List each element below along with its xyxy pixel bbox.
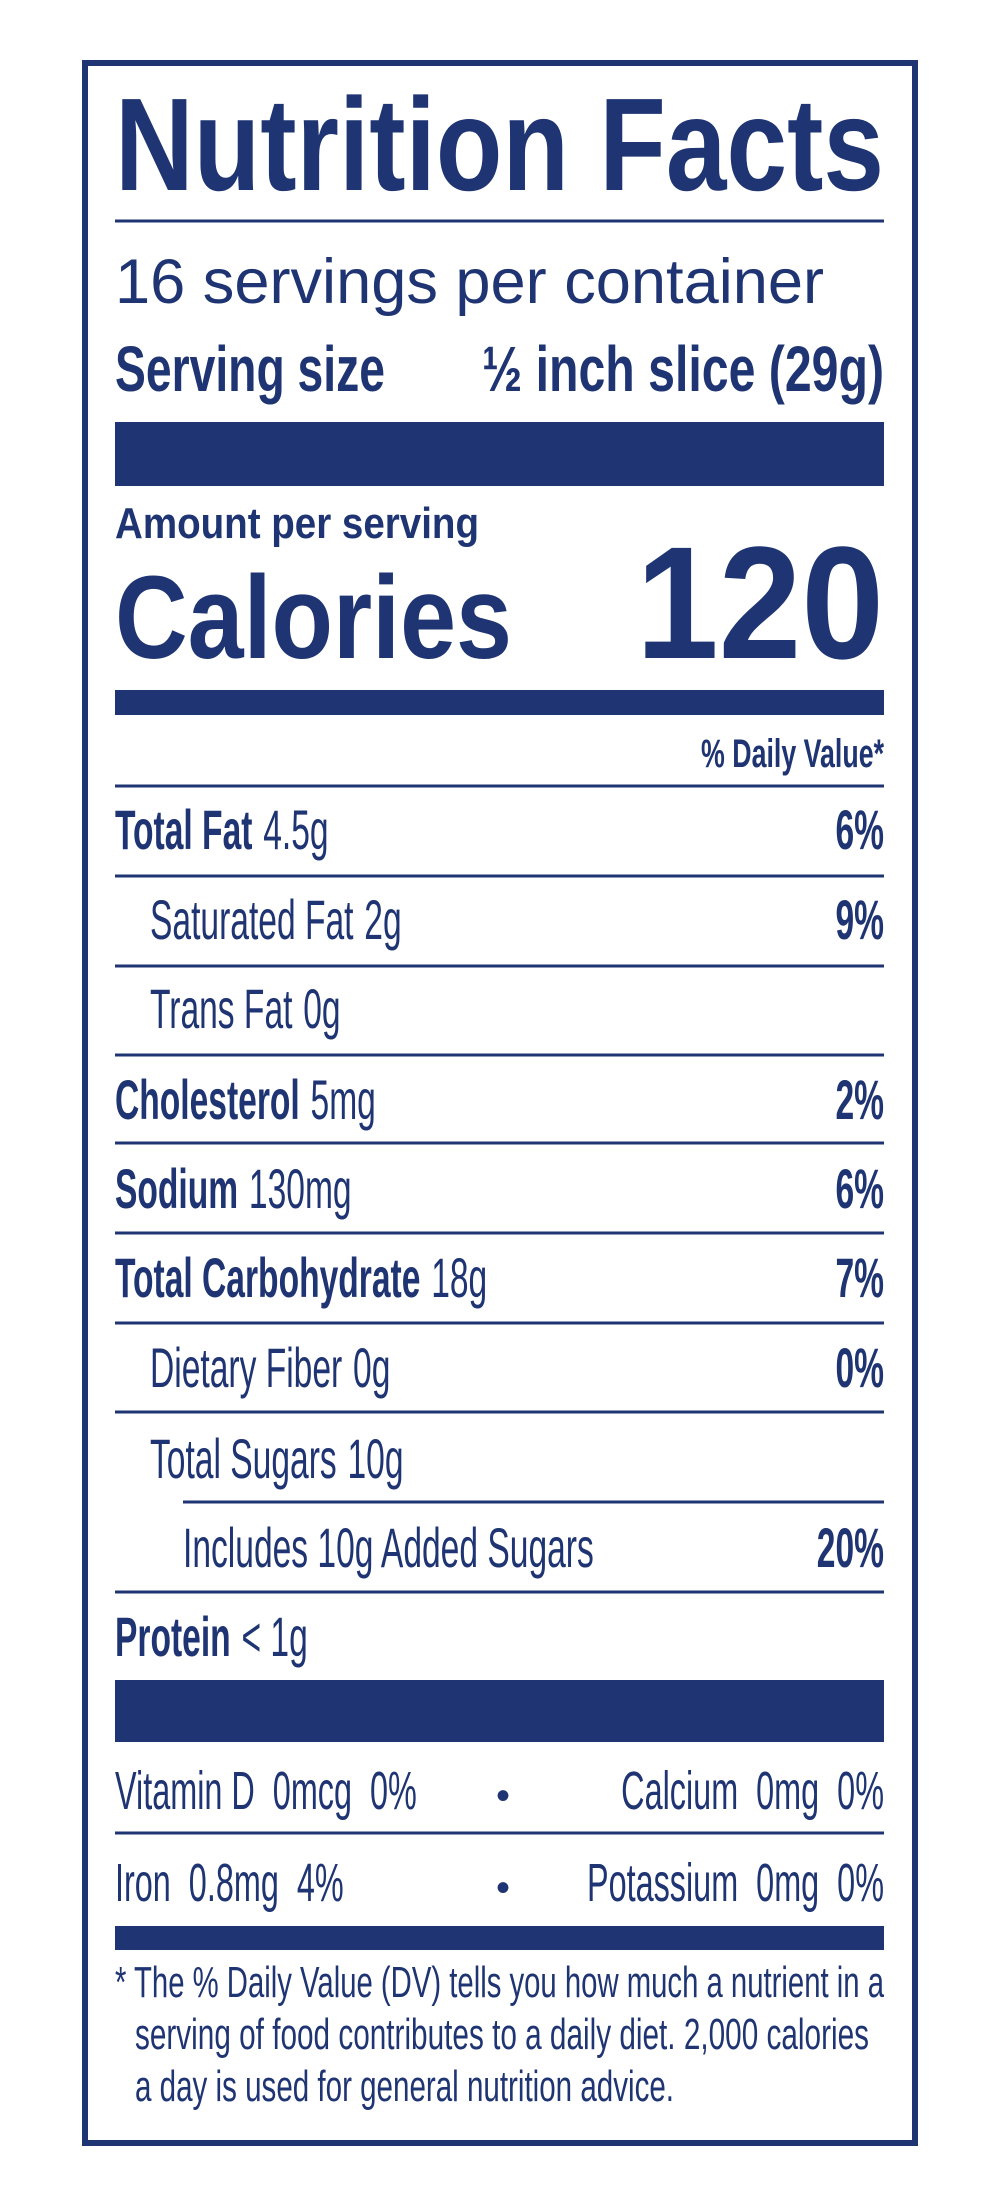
nutrient-amount: 2g	[364, 888, 401, 951]
nutrient-name: Total Carbohydrate	[115, 1246, 420, 1309]
nutrient-row: Total Carbohydrate 18g	[115, 1246, 487, 1309]
nutrient-amount: 5mg	[311, 1068, 376, 1131]
nutrient-name: Total Fat	[115, 798, 252, 861]
daily-value: 6%	[835, 798, 884, 861]
daily-value: 6%	[835, 1157, 884, 1220]
nutrient-name: Trans Fat	[150, 977, 293, 1040]
nutrient-row: Protein < 1g	[115, 1605, 308, 1668]
nutrient-row: Total Fat 4.5g	[115, 798, 329, 861]
thick-bar	[115, 1680, 884, 1742]
thick-bar	[115, 1926, 884, 1950]
nutrient-row: Saturated Fat 2g	[150, 888, 402, 951]
thick-bar	[115, 690, 884, 715]
nutrient-amount: 18g	[431, 1246, 487, 1309]
daily-value: 2%	[835, 1068, 884, 1131]
nutrient-row: Sodium 130mg	[115, 1157, 352, 1220]
vitamin-right: Calcium 0mg 0%	[621, 1762, 884, 1821]
bullet: •	[496, 1774, 510, 1818]
nutrient-name: Cholesterol	[115, 1068, 300, 1131]
title: Nutrition Facts	[115, 71, 884, 218]
nutrient-row: Includes 10g Added Sugars	[183, 1516, 594, 1579]
nutrient-name: Total Sugars	[150, 1427, 337, 1490]
nutrient-amount: 0g	[353, 1336, 390, 1399]
footnote-line: a day is used for general nutrition advi…	[135, 2062, 674, 2111]
calories-label: Calories	[115, 552, 512, 684]
nutrient-name: Sodium	[115, 1157, 238, 1220]
nutrient-amount: 10g	[347, 1427, 403, 1490]
nutrient-amount: 0g	[303, 977, 340, 1040]
nutrient-amount: 130mg	[249, 1157, 352, 1220]
daily-value-header: % Daily Value*	[701, 732, 884, 776]
nutrient-name: Includes 10g Added Sugars	[183, 1516, 594, 1579]
nutrient-amount: 4.5g	[263, 798, 328, 861]
nutrient-amount: < 1g	[242, 1605, 308, 1668]
amount-per-serving: Amount per serving	[115, 499, 479, 548]
nutrient-row: Cholesterol 5mg	[115, 1068, 376, 1131]
footnote-line: * The % Daily Value (DV) tells you how m…	[115, 1958, 884, 2007]
daily-value: 20%	[817, 1516, 884, 1579]
serving-size-label: Serving size	[115, 333, 385, 405]
bullet: •	[496, 1866, 510, 1910]
label-border	[82, 60, 918, 2146]
nutrient-name: Dietary Fiber	[150, 1336, 342, 1399]
vitamin-right: Potassium 0mg 0%	[587, 1854, 884, 1913]
nutrient-row: Total Sugars 10g	[150, 1427, 404, 1490]
vitamin-left: Iron 0.8mg 4%	[115, 1854, 344, 1913]
footnote-line: serving of food contributes to a daily d…	[135, 2010, 869, 2059]
servings: 16 servings per container	[115, 247, 824, 317]
daily-value: 0%	[835, 1336, 884, 1399]
daily-value: 9%	[835, 888, 884, 951]
daily-value: 7%	[835, 1246, 884, 1309]
thick-bar	[115, 422, 884, 486]
nutrient-name: Protein	[115, 1605, 231, 1668]
vitamin-left: Vitamin D 0mcg 0%	[115, 1762, 417, 1821]
serving-size-value: ½ inch slice (29g)	[482, 333, 884, 405]
nutrient-row: Trans Fat 0g	[150, 977, 341, 1040]
nutrient-row: Dietary Fiber 0g	[150, 1336, 390, 1399]
nutrient-name: Saturated Fat	[150, 888, 354, 951]
calories-value: 120	[636, 513, 884, 692]
